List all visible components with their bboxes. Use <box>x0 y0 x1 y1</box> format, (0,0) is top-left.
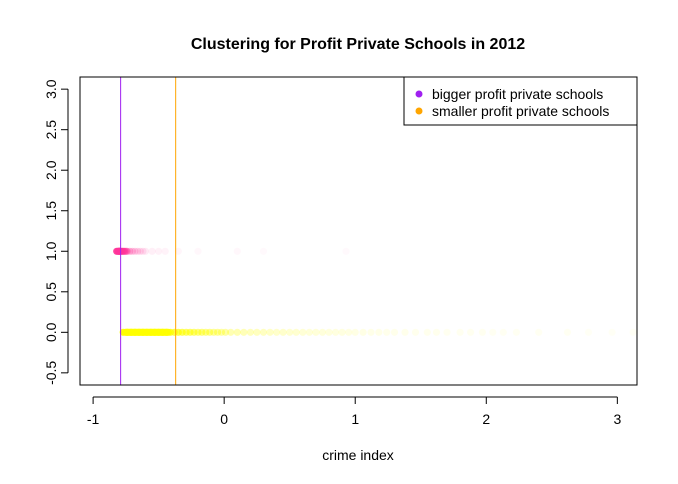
data-point <box>194 247 202 255</box>
data-point <box>273 328 281 336</box>
data-point <box>375 328 383 336</box>
data-point <box>390 328 399 336</box>
data-point <box>206 328 214 336</box>
data-point <box>318 328 327 336</box>
y-tick-label: 1.5 <box>43 201 59 221</box>
data-point <box>401 328 409 336</box>
y-tick-label: -0.5 <box>43 361 59 385</box>
legend-marker <box>415 107 423 115</box>
data-point <box>253 328 261 336</box>
data-point <box>535 328 543 336</box>
data-point <box>155 247 163 255</box>
data-point <box>233 328 241 336</box>
data-point <box>456 328 464 336</box>
data-point-cluster <box>115 247 124 255</box>
data-point <box>148 247 156 255</box>
y-tick-label: 0.5 <box>43 282 59 302</box>
data-point <box>128 247 136 255</box>
data-point <box>312 328 320 336</box>
data-point <box>629 328 637 336</box>
data-point <box>214 328 222 336</box>
data-point <box>443 328 451 336</box>
x-tick-label: 0 <box>220 411 228 427</box>
data-point <box>359 328 367 336</box>
data-point <box>367 328 375 336</box>
data-point <box>123 247 131 255</box>
y-axis: -0.5 0.0 0.5 1.0 1.5 2.0 2.5 3.0 <box>43 79 69 385</box>
data-point <box>202 328 210 336</box>
data-point <box>325 328 333 336</box>
data-point <box>478 328 486 336</box>
data-point <box>260 248 267 255</box>
data-point <box>338 328 346 336</box>
data-point <box>217 328 226 336</box>
legend-label: smaller profit private schools <box>432 103 609 119</box>
data-point-cluster <box>121 328 172 336</box>
data-point <box>161 247 169 255</box>
data-point <box>489 328 497 336</box>
data-point <box>227 328 235 336</box>
data-point <box>299 328 307 336</box>
legend-marker <box>415 90 423 98</box>
data-point <box>411 328 420 336</box>
legend-label: bigger profit private schools <box>432 86 603 102</box>
plot-frame <box>79 76 638 386</box>
data-point <box>210 328 218 336</box>
x-tick-label: -1 <box>87 411 100 427</box>
data-point <box>246 328 254 336</box>
data-point <box>351 328 359 336</box>
data-point <box>499 328 507 336</box>
plot-area <box>113 77 637 385</box>
data-point <box>305 328 313 336</box>
x-tick-label: 2 <box>482 411 490 427</box>
y-tick-label: 1.0 <box>43 241 59 261</box>
data-point <box>345 328 353 336</box>
data-point <box>342 248 349 255</box>
data-point <box>141 247 150 255</box>
x-axis-label: crime index <box>322 447 394 463</box>
data-point <box>512 328 521 336</box>
y-tick-label: 2.0 <box>43 160 59 180</box>
data-point <box>131 247 139 255</box>
y-tick-label: 3.0 <box>43 79 59 99</box>
data-point <box>423 328 431 336</box>
data-point <box>383 328 391 336</box>
data-point <box>126 247 134 255</box>
data-point <box>332 328 340 336</box>
data-point <box>608 328 616 336</box>
y-tick-label: 2.5 <box>43 120 59 140</box>
data-point <box>221 328 230 336</box>
data-point <box>134 247 142 255</box>
y-tick-label: 0.0 <box>43 322 59 342</box>
legend-box <box>403 76 638 126</box>
data-point <box>139 247 147 255</box>
data-point <box>279 328 287 336</box>
x-axis: -1 0 1 2 3 <box>87 396 621 427</box>
x-tick-label: 3 <box>613 411 621 427</box>
data-point <box>240 328 248 336</box>
data-point <box>266 328 274 336</box>
data-point <box>563 328 572 336</box>
plot-marks <box>113 77 637 385</box>
data-point <box>467 328 475 336</box>
data-point <box>259 328 268 336</box>
data-point <box>286 328 294 336</box>
data-point <box>432 328 441 336</box>
data-point <box>292 328 300 336</box>
data-point <box>122 247 130 255</box>
data-point <box>198 328 206 336</box>
chart-title: Clustering for Profit Private Schools in… <box>191 36 525 53</box>
data-point <box>136 247 144 255</box>
data-point <box>233 247 241 255</box>
x-tick-label: 1 <box>351 411 359 427</box>
data-point <box>174 247 182 255</box>
data-point <box>584 328 593 336</box>
